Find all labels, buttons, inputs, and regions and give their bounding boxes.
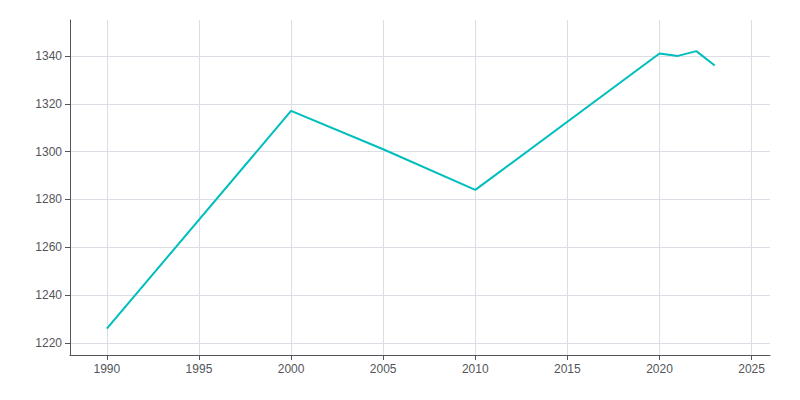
svg-text:1220: 1220 (35, 336, 62, 350)
svg-text:2020: 2020 (646, 362, 673, 376)
svg-text:1300: 1300 (35, 145, 62, 159)
svg-text:1340: 1340 (35, 49, 62, 63)
svg-text:1995: 1995 (186, 362, 213, 376)
svg-text:1990: 1990 (93, 362, 120, 376)
svg-text:1240: 1240 (35, 288, 62, 302)
svg-text:1280: 1280 (35, 192, 62, 206)
svg-text:2010: 2010 (462, 362, 489, 376)
svg-text:1320: 1320 (35, 97, 62, 111)
svg-text:2005: 2005 (370, 362, 397, 376)
svg-text:2025: 2025 (738, 362, 765, 376)
svg-text:1260: 1260 (35, 240, 62, 254)
svg-text:2000: 2000 (278, 362, 305, 376)
svg-text:2015: 2015 (554, 362, 581, 376)
